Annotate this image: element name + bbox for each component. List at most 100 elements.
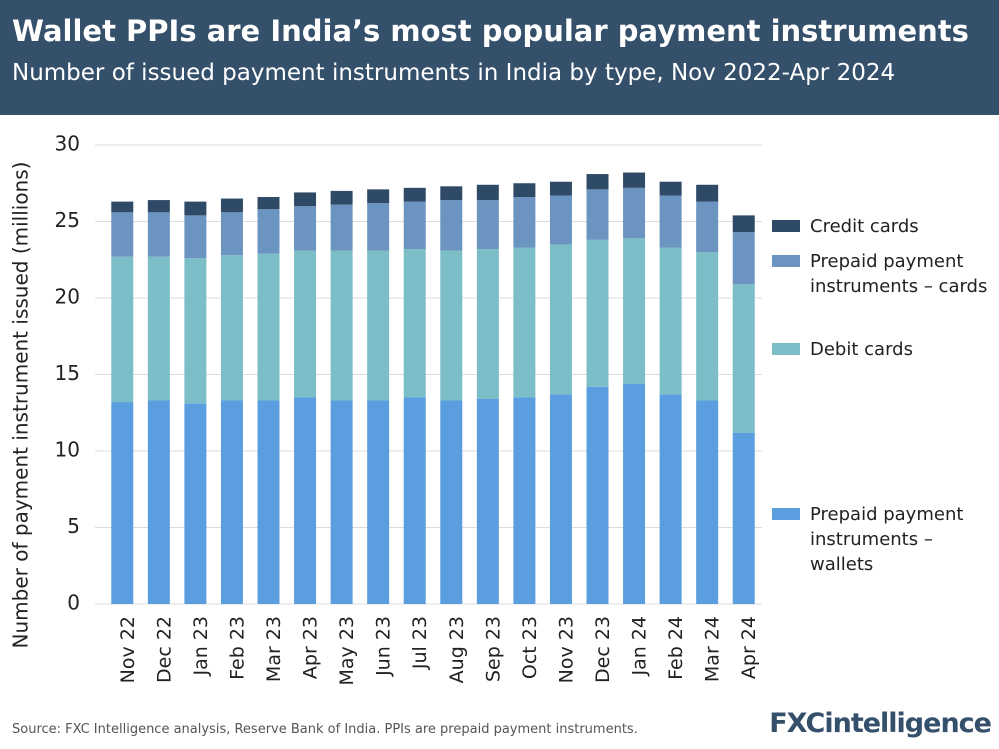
source-note: Source: FXC Intelligence analysis, Reser… [12, 722, 638, 737]
bar-segment [549, 195, 572, 245]
bar-segment [659, 181, 682, 196]
bar-segment [659, 195, 682, 248]
bar-segment [696, 201, 719, 253]
bar-segment [732, 215, 755, 233]
bar-segment [294, 250, 317, 398]
bar-segment [111, 201, 134, 213]
x-tick-label: Jan 24 [629, 616, 651, 677]
bar-segment [257, 197, 280, 210]
bar-segment [147, 200, 170, 213]
bar-segment [586, 174, 609, 190]
bar-segment [476, 200, 499, 250]
bar-segment [220, 198, 243, 213]
y-tick-label: 5 [67, 514, 80, 538]
x-tick-label: Jul 23 [409, 616, 431, 670]
bar-segment [549, 394, 572, 604]
bar-segment [294, 397, 317, 604]
x-tick-label: Apr 24 [738, 616, 760, 679]
x-tick-label: Feb 23 [226, 616, 248, 680]
bar-segment [403, 201, 426, 250]
bar-segment [623, 187, 646, 239]
bar-segment [184, 215, 207, 259]
bar-segment [330, 250, 353, 401]
chart-subtitle: Number of issued payment instruments in … [12, 60, 896, 86]
x-tick-label: Apr 23 [300, 616, 322, 679]
bar-segment [586, 239, 609, 387]
bar-segment [367, 400, 390, 604]
bar-segment [476, 249, 499, 399]
bar-segment [732, 232, 755, 285]
x-tick-label: Sep 23 [482, 616, 504, 682]
x-tick-label: Nov 23 [555, 616, 577, 683]
x-tick-label: May 23 [336, 616, 358, 686]
bar-segment [476, 184, 499, 201]
bar-segment [440, 250, 463, 401]
bar-segment [330, 204, 353, 251]
bar-segment [257, 400, 280, 604]
bar-segment [513, 247, 536, 398]
bar-segment [623, 238, 646, 384]
bar-segment [367, 203, 390, 251]
bar-segment [403, 249, 426, 398]
x-tick-label: Dec 23 [592, 616, 614, 683]
x-tick-label: Feb 24 [665, 616, 687, 680]
bar-segment [623, 383, 646, 604]
bar-segment [440, 200, 463, 251]
y-tick-label: 25 [55, 208, 80, 232]
legend-swatch [772, 343, 800, 355]
bar-segment [476, 398, 499, 604]
bar-segment [330, 190, 353, 205]
x-tick-label: Mar 23 [263, 616, 285, 682]
logo: FXCintelligence [769, 708, 992, 739]
bar-segment [367, 189, 390, 204]
y-tick-label: 20 [55, 285, 80, 309]
x-tick-label: Dec 22 [153, 616, 175, 683]
legend-label: Debit cards [810, 339, 913, 360]
legend-label: Credit cards [810, 216, 919, 237]
header: Wallet PPIs are India’s most popular pay… [0, 0, 999, 115]
bar-segment [659, 394, 682, 604]
bar-segment [184, 201, 207, 216]
bar-segment [549, 244, 572, 395]
y-tick-label: 15 [55, 361, 80, 385]
bar-segment [696, 184, 719, 202]
bar-segment [220, 400, 243, 604]
bar-segment [294, 206, 317, 251]
bar-segment [403, 397, 426, 604]
bar-segment [732, 432, 755, 604]
bar-segment [111, 212, 134, 257]
bar-segment [147, 212, 170, 257]
x-tick-label: Aug 23 [446, 616, 468, 683]
bar-segment [184, 258, 207, 404]
x-tick-label: Nov 22 [117, 616, 139, 683]
bar-segment [220, 212, 243, 256]
bar-segment [732, 284, 755, 433]
bar-segment [294, 192, 317, 207]
x-tick-label: Jan 23 [190, 616, 212, 677]
legend-label: Prepaid payment instruments – cards [810, 251, 988, 297]
x-tick-label: Mar 24 [702, 616, 724, 682]
y-tick-label: 0 [67, 591, 80, 615]
bar-segment [440, 400, 463, 604]
bar-segment [586, 386, 609, 604]
bar-segment [184, 403, 207, 604]
bar-segment [659, 247, 682, 395]
bar-segment [696, 252, 719, 401]
bar-segment [220, 255, 243, 401]
legend-swatch [772, 255, 800, 267]
y-tick-label: 30 [55, 132, 80, 156]
bar-segment [403, 187, 426, 202]
bar-segment [147, 400, 170, 604]
legend-swatch [772, 220, 800, 232]
x-tick-label: Oct 23 [519, 616, 541, 679]
bar-segment [257, 253, 280, 401]
bar-segment [513, 183, 536, 198]
bar-segment [513, 397, 536, 604]
x-tick-label: Jun 23 [373, 616, 395, 677]
bar-segment [330, 400, 353, 604]
chart-title: Wallet PPIs are India’s most popular pay… [12, 14, 969, 48]
bar-segment [549, 181, 572, 196]
bar-segment [147, 256, 170, 401]
